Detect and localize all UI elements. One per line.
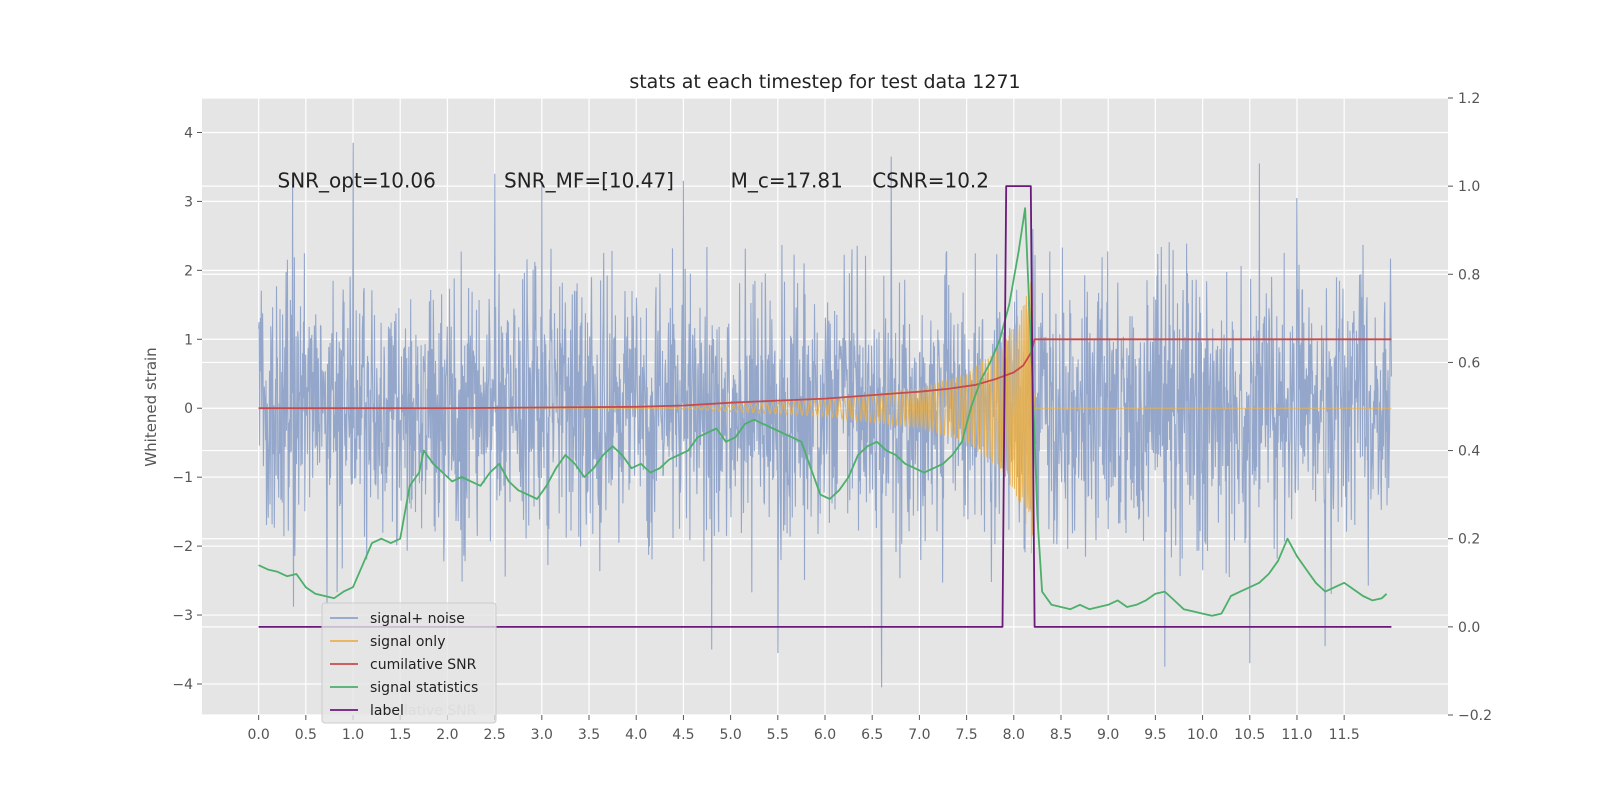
legend-label: signal only <box>370 634 445 650</box>
annotations: SNR_opt=10.06 SNR_MF=[10.47] M_c=17.81 CSNR… <box>278 169 989 193</box>
annotation: SNR_opt=10.06 <box>278 169 436 193</box>
y-tick-label: −3 <box>172 608 193 624</box>
signal-noise-series <box>258 142 1392 688</box>
annotation: SNR_MF=[10.47] <box>504 169 674 193</box>
annotation: CSNR=10.2 <box>872 169 989 193</box>
x-tick-label: 2.0 <box>436 727 458 743</box>
x-tick-label: 10.5 <box>1234 727 1265 743</box>
x-tick-label: 11.0 <box>1281 727 1312 743</box>
x-tick-label: 3.0 <box>531 727 553 743</box>
series-signal-noise <box>258 142 1392 688</box>
x-tick-label: 6.5 <box>861 727 883 743</box>
x-axis-ticks: 0.0 0.5 1.0 1.5 2.0 2.5 3.0 3.5 4.0 4.5 5.0 5.5 6.0 6… <box>248 715 1360 743</box>
y-tick-label: −1 <box>172 470 193 486</box>
x-tick-label: 1.5 <box>389 727 411 743</box>
x-tick-label: 3.5 <box>578 727 600 743</box>
legend-label: signal statistics <box>370 680 478 696</box>
x-tick-label: 9.5 <box>1144 727 1166 743</box>
x-tick-label: 0.5 <box>295 727 317 743</box>
x-tick-label: 7.0 <box>908 727 930 743</box>
x-tick-label: 4.0 <box>625 727 647 743</box>
x-tick-label: 2.5 <box>483 727 505 743</box>
x-tick-label: 7.5 <box>955 727 977 743</box>
y-axis-label: Whitened strain <box>142 347 160 466</box>
legend-label: cumilative SNR <box>370 657 477 673</box>
x-tick-label: 5.5 <box>767 727 789 743</box>
x-tick-label: 10.0 <box>1187 727 1218 743</box>
y2-tick-label: 0.6 <box>1458 355 1480 371</box>
y-tick-label: 3 <box>184 194 193 210</box>
y-tick-label: 0 <box>184 401 193 417</box>
y2-tick-label: 0.0 <box>1458 620 1480 636</box>
y-tick-label: 2 <box>184 263 193 279</box>
y2-axis-ticks: 1.2 1.0 0.8 0.6 0.4 0.2 0.0 −0.2 <box>1448 91 1492 724</box>
x-tick-label: 4.5 <box>672 727 694 743</box>
x-tick-label: 6.0 <box>814 727 836 743</box>
chart-title: stats at each timestep for test data 127… <box>629 71 1020 93</box>
annotation: M_c=17.81 <box>731 169 843 193</box>
line-series <box>258 185 1392 628</box>
y-tick-label: 1 <box>184 332 193 348</box>
y2-tick-label: −0.2 <box>1458 708 1492 724</box>
series-cumilative-snr <box>258 338 1392 410</box>
series-label <box>258 185 1392 628</box>
y2-tick-label: 0.8 <box>1458 267 1480 283</box>
y2-tick-label: 1.0 <box>1458 179 1480 195</box>
y2-tick-label: 0.2 <box>1458 532 1480 548</box>
y2-tick-label: 0.4 <box>1458 444 1480 460</box>
y-tick-label: −2 <box>172 539 193 555</box>
x-tick-label: 11.5 <box>1329 727 1360 743</box>
x-tick-label: 1.0 <box>342 727 364 743</box>
legend-box <box>321 602 497 724</box>
x-tick-label: 8.5 <box>1050 727 1072 743</box>
x-tick-label: 8.0 <box>1003 727 1025 743</box>
series-signal-statistics <box>258 207 1388 617</box>
y-tick-label: −4 <box>172 677 193 693</box>
x-tick-label: 9.0 <box>1097 727 1119 743</box>
y-tick-label: 4 <box>184 125 193 141</box>
x-tick-label: 0.0 <box>248 727 270 743</box>
y2-tick-label: 1.2 <box>1458 91 1480 107</box>
legend-label: label <box>370 703 404 719</box>
legend-label: signal+ noise <box>370 611 465 627</box>
x-tick-label: 5.0 <box>719 727 741 743</box>
y-axis-ticks: 4 3 2 1 0 −1 −2 −3 −4 <box>172 125 202 693</box>
